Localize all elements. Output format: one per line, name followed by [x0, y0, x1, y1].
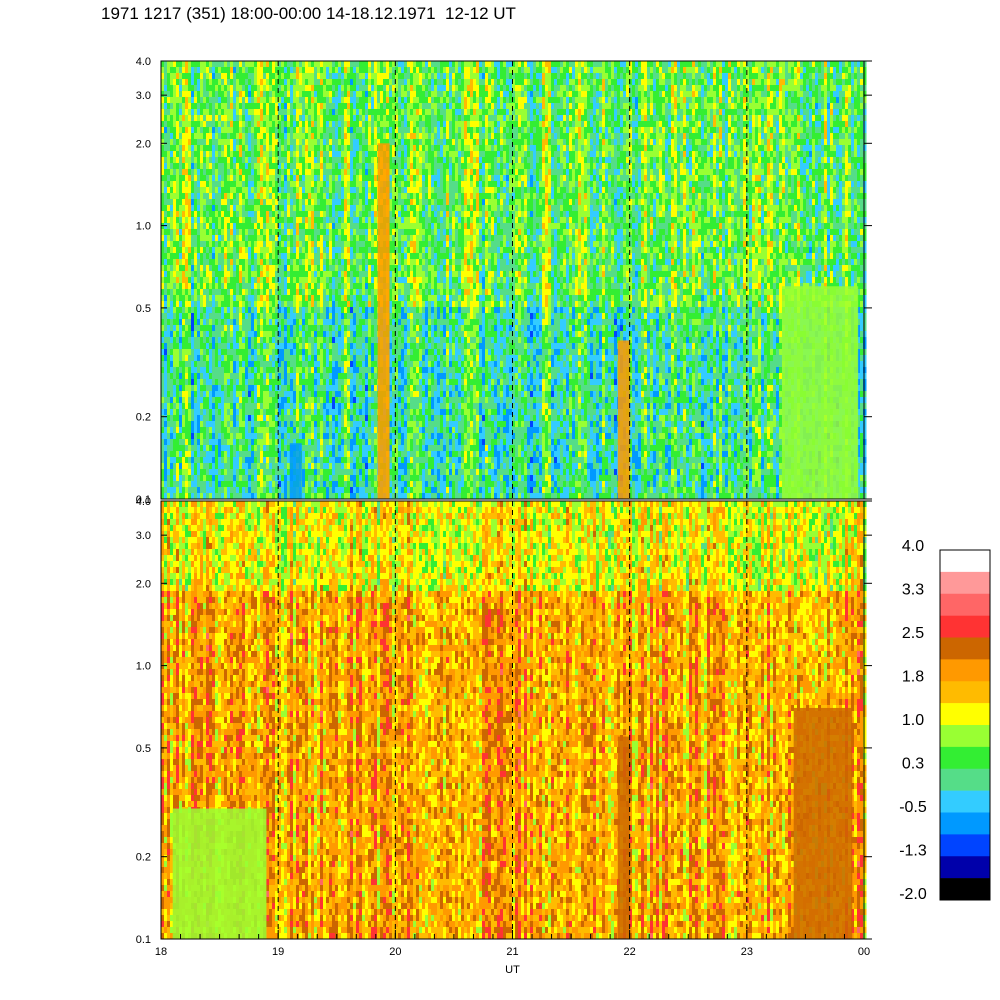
x-tick-label: 20	[389, 946, 401, 958]
colorbar-swatch	[940, 812, 990, 835]
spectrogram-feature-1-0	[617, 736, 630, 939]
colorbar-tick-label: 0.3	[902, 756, 924, 773]
y-tick-label: 0.5	[136, 743, 151, 755]
colorbar-swatch	[940, 637, 990, 660]
colorbar: 4.0 3.3 2.5 1.8 1.0 0.3 -0.5 -1.3 -2.0	[899, 538, 991, 903]
colorbar-tick-label: 1.8	[902, 669, 924, 686]
colorbar-swatch	[940, 681, 990, 704]
colorbar-tick-label: 3.3	[902, 582, 924, 599]
y-tick-label: 2.0	[136, 138, 151, 150]
colorbar-swatch	[940, 878, 990, 901]
panel-frame	[160, 60, 865, 500]
y-tick-label: 1.0	[136, 221, 151, 233]
colorbar-tick-label: 1.0	[902, 712, 924, 729]
colorbar-tick-label: 2.5	[902, 625, 924, 642]
y-tick-label: 4.0	[136, 496, 151, 508]
colorbar-swatch	[940, 746, 990, 770]
y-tick-label: 3.0	[136, 90, 151, 102]
x-tick-label: 21	[506, 946, 518, 958]
spectrogram-texture	[161, 501, 867, 940]
colorbar-swatch	[940, 550, 990, 573]
colorbar-swatch	[940, 571, 990, 595]
x-axis-title: UT	[505, 964, 520, 976]
spectrogram-feature-1-1	[793, 707, 853, 939]
colorbar-swatch	[940, 725, 990, 748]
colorbar-swatch	[940, 593, 990, 616]
colorbar-swatch	[940, 834, 990, 857]
x-tick-label: 18	[155, 946, 167, 958]
spectrogram-feature-0-0	[617, 340, 630, 499]
colorbar-tick-label: 4.0	[902, 538, 924, 555]
spectrogram-texture	[161, 61, 867, 500]
colorbar-tick-label: -1.3	[899, 843, 927, 860]
spectrogram-feature-0-3	[781, 286, 859, 499]
y-tick-label: 2.0	[136, 578, 151, 590]
x-axis: 18 19 20 21 22 23 00 UT	[155, 930, 870, 976]
colorbar-swatch	[940, 615, 990, 638]
x-tick-label: 19	[272, 946, 284, 958]
colorbar-swatch	[940, 659, 990, 682]
x-tick-label: 22	[624, 946, 636, 958]
spectrogram-feature-1-2	[172, 808, 267, 939]
colorbar-swatch	[940, 790, 990, 813]
lower-panel: 0.1 0.2 0.5 1.0 2.0 3.0 4.0	[136, 496, 872, 946]
colorbar-swatch	[940, 856, 990, 879]
y-tick-label: 1.0	[136, 661, 151, 673]
x-tick-label: 00	[858, 946, 870, 958]
colorbar-swatch	[940, 768, 990, 791]
x-tick-label: 23	[741, 946, 753, 958]
y-tick-label: 0.1	[136, 934, 151, 946]
y-tick-label: 0.2	[136, 852, 151, 864]
y-tick-label: 0.2	[136, 412, 151, 424]
chart-title: 1971 1217 (351) 18:00-00:00 14-18.12.197…	[101, 4, 516, 24]
spectrogram-feature-0-2	[289, 443, 302, 499]
y-tick-label: 0.1	[136, 494, 151, 506]
spectrogram-feature-0-1	[377, 143, 390, 499]
colorbar-tick-label: -0.5	[899, 799, 927, 816]
y-tick-label: 0.5	[136, 303, 151, 315]
colorbar-swatch	[940, 703, 990, 726]
colorbar-tick-label: -2.0	[899, 886, 927, 903]
y-tick-label: 4.0	[136, 56, 151, 68]
y-tick-label: 3.0	[136, 530, 151, 542]
colorbar-frame	[939, 549, 991, 901]
upper-panel: 0.1 0.2 0.5 1.0 2.0 3.0 4.0	[136, 56, 872, 506]
